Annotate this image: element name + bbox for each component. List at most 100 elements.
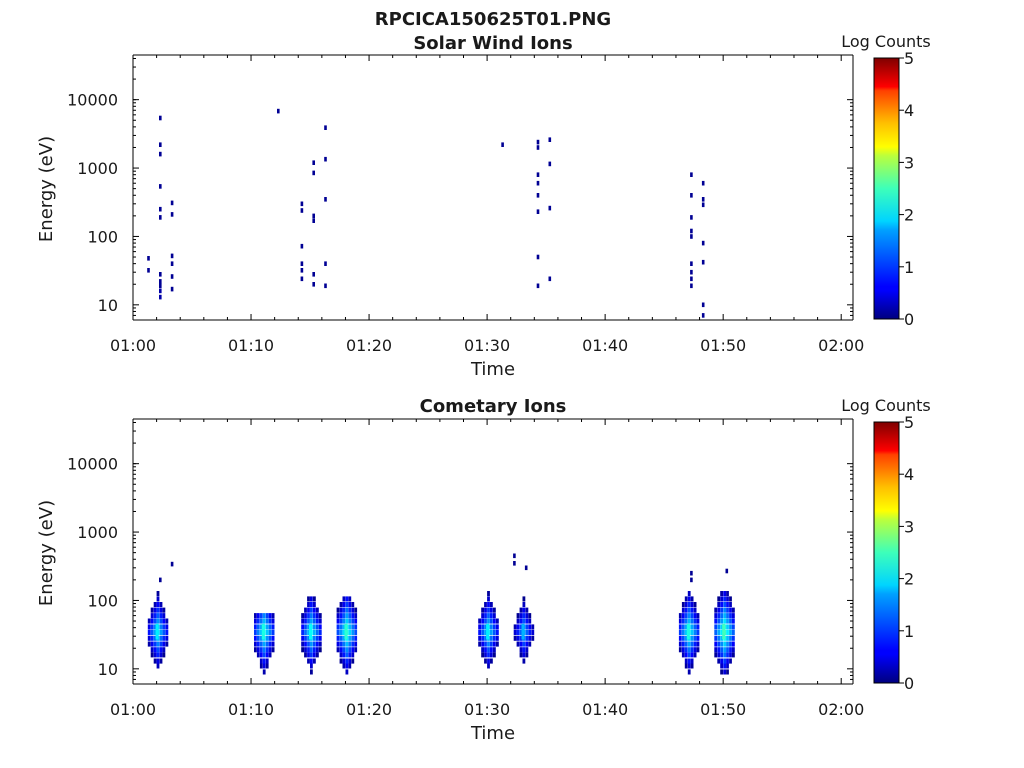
heatmap-burst-core (344, 623, 348, 640)
heatmap-cell (345, 652, 349, 658)
x-tick-label: 01:30 (464, 336, 510, 355)
heatmap-cell (348, 607, 352, 613)
heatmap-cell (516, 624, 520, 630)
heatmap-cell (259, 647, 263, 653)
heatmap-cell (153, 641, 157, 647)
heatmap-cell (271, 613, 275, 619)
heatmap-cell (690, 641, 694, 647)
heatmap-cell (484, 652, 487, 658)
heatmap-cell (720, 647, 723, 653)
heatmap-cell (684, 607, 688, 613)
heatmap-cell (696, 624, 700, 630)
x-tick-label: 01:40 (582, 700, 628, 719)
heatmap-cell (162, 607, 166, 613)
heatmap-cell (316, 624, 319, 630)
heatmap-cell (342, 624, 346, 630)
heatmap-cell (696, 647, 700, 653)
heatmap-cell (156, 613, 160, 619)
heatmap-cell (159, 641, 163, 647)
colorbar-solar-wind (873, 57, 900, 320)
heatmap-cell (726, 591, 729, 597)
heatmap-cell (310, 669, 313, 675)
heatmap-cell (153, 658, 157, 664)
heatmap-cell (150, 629, 154, 635)
heatmap-cell (159, 215, 162, 220)
heatmap-cell (271, 618, 275, 624)
heatmap-cell (484, 618, 487, 624)
heatmap-cell (342, 629, 346, 635)
heatmap-cell (159, 624, 163, 630)
heatmap-cell (259, 641, 263, 647)
heatmap-cell (678, 613, 682, 619)
heatmap-cell (690, 635, 694, 641)
heatmap-cell (519, 613, 523, 619)
colorbar-tick-label: 1 (904, 622, 914, 641)
heatmap-cell (162, 641, 166, 647)
heatmap-cell (516, 641, 520, 647)
heatmap-cell (147, 629, 151, 635)
heatmap-cell (254, 618, 257, 624)
heatmap-cell (687, 602, 691, 608)
heatmap-cell (684, 635, 688, 641)
heatmap-cell (481, 613, 484, 619)
heatmap-cell (690, 261, 693, 266)
heatmap-cell (513, 553, 516, 559)
x-tick-label: 02:00 (818, 336, 864, 355)
heatmap-cell (687, 618, 691, 624)
heatmap-cell (681, 641, 685, 647)
heatmap-cell (720, 613, 723, 619)
heatmap-cell (147, 256, 150, 261)
heatmap-cell (316, 607, 319, 613)
heatmap-cell (345, 596, 349, 602)
heatmap-cell (490, 613, 493, 619)
heatmap-cell (519, 635, 523, 641)
heatmap-cell (348, 647, 352, 653)
heatmap-cell (714, 607, 718, 613)
heatmap-cell (304, 635, 307, 641)
heatmap-cell (156, 596, 160, 602)
heatmap-cell (690, 618, 694, 624)
heatmap-cell (170, 274, 174, 279)
heatmap-cell (339, 602, 343, 608)
heatmap-cell (696, 629, 700, 635)
heatmap-cell (531, 635, 535, 641)
heatmap-cell (496, 641, 499, 647)
heatmap-cell (720, 652, 723, 658)
heatmap-cell (318, 624, 322, 630)
heatmap-cell (156, 618, 160, 624)
heatmap-cell (336, 641, 340, 647)
heatmap-cell (493, 629, 496, 635)
heatmap-cell (301, 635, 304, 641)
heatmap-cell (519, 618, 523, 624)
heatmap-cell (720, 624, 723, 630)
heatmap-cell (259, 663, 263, 669)
heatmap-cell (720, 618, 723, 624)
heatmap-cell (516, 613, 520, 619)
heatmap-cell (487, 652, 490, 658)
panel-solar-wind: Solar Wind Ions 01:00 01:10 01:20 01:30 01:4… (36, 32, 931, 380)
heatmap-cell (271, 641, 275, 647)
heatmap-cell (310, 641, 313, 647)
heatmap-cell (493, 624, 496, 630)
heatmap-cell (516, 629, 520, 635)
heatmap-cell (487, 607, 490, 613)
heatmap-cell (304, 647, 307, 653)
heatmap-cell (262, 647, 266, 653)
heatmap-cell (256, 652, 260, 658)
heatmap-cell (307, 629, 310, 635)
heatmap-cell (720, 629, 723, 635)
heatmap-cell (484, 635, 487, 641)
heatmap-cell (324, 125, 327, 130)
heatmap-cell (684, 596, 688, 602)
heatmap-cell (701, 240, 705, 246)
heatmap-cell (351, 641, 355, 647)
heatmap-cell (531, 629, 535, 635)
heatmap-cell (170, 212, 174, 217)
heatmap-cell (496, 629, 499, 635)
heatmap-cell (732, 652, 735, 658)
heatmap-cell (487, 658, 490, 664)
heatmap-cell (336, 647, 340, 653)
heatmap-cell (354, 624, 358, 630)
colorbar-tick-label: 1 (904, 258, 914, 277)
